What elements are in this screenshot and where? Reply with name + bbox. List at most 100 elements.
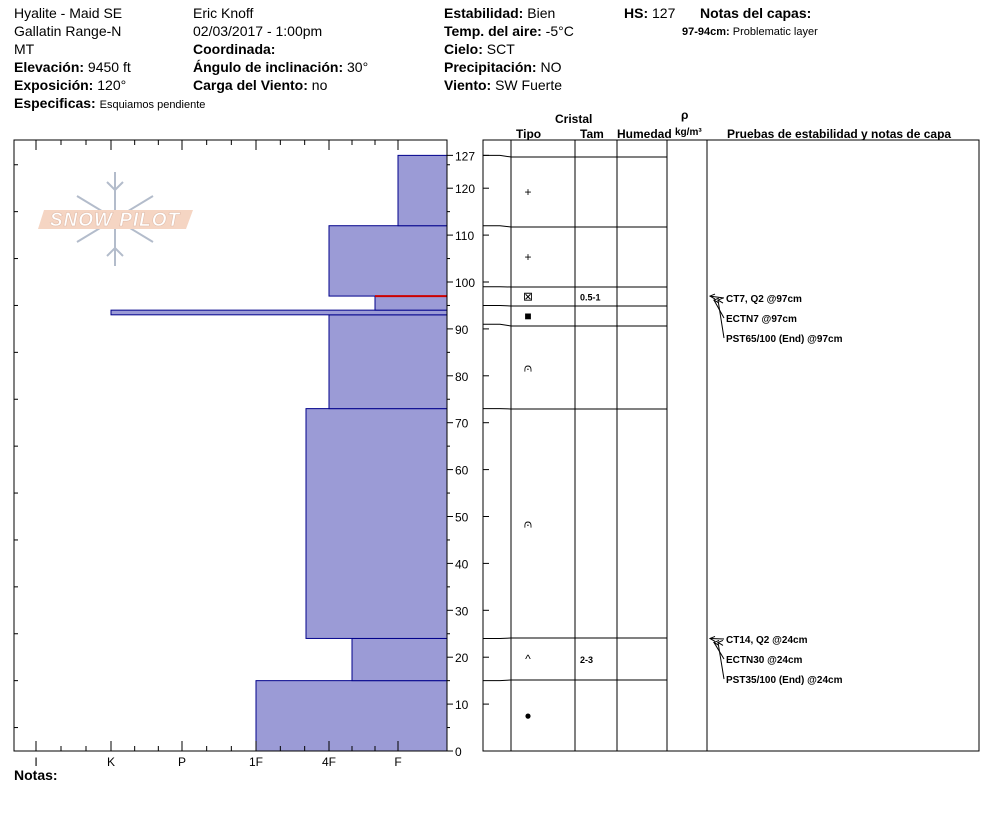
tests-header: Pruebas de estabilidad y notas de capa	[727, 127, 952, 141]
elevation-value: 9450 ft	[87, 59, 131, 75]
test-result: PST35/100 (End) @24cm	[726, 675, 843, 686]
hardness-bar	[397, 154, 448, 227]
density-unit: kg/m³	[675, 127, 702, 138]
depth-tick-label: 110	[455, 229, 474, 243]
depth-tick-label: 100	[455, 276, 475, 290]
test-pointer	[717, 642, 725, 680]
hardness-bar	[328, 314, 448, 410]
hardness-profile	[110, 154, 448, 752]
stability-row: Estabilidad: Bien	[444, 4, 555, 22]
depth-tick-label: 127	[455, 149, 475, 163]
precip-value: NO	[540, 59, 562, 75]
grain-type-symbol: +	[524, 250, 531, 264]
aspect-label: Exposición:	[14, 77, 94, 93]
hardness-bar	[328, 225, 448, 297]
hardness-bar	[351, 637, 448, 682]
wind-row: Viento: SW Fuerte	[444, 76, 562, 94]
test-pointer	[717, 299, 725, 339]
depth-tick-label: 120	[455, 182, 475, 196]
hardness-bar	[305, 408, 448, 639]
layer-notes-label: Notas del capas:	[700, 5, 812, 21]
layer-connector	[483, 323, 512, 327]
precip-row: Precipitación: NO	[444, 58, 561, 76]
test-pointer	[709, 637, 725, 640]
hs-value: 127	[652, 5, 676, 21]
layer-connector	[483, 304, 512, 307]
hardness-tick-label: F	[394, 755, 401, 769]
depth-tick-label: 50	[455, 511, 469, 525]
sky-label: Cielo:	[444, 41, 483, 57]
grain-type-symbol: ■	[524, 309, 531, 323]
air-temp-label: Temp. del aire:	[444, 23, 542, 39]
test-arrow-icon	[712, 297, 720, 304]
sky-row: Cielo: SCT	[444, 40, 515, 58]
crystal-header: Cristal	[555, 112, 593, 126]
hardness-bar	[255, 680, 448, 752]
range-name: Gallatin Range-N	[14, 23, 122, 39]
slope-row: Ángulo de inclinación: 30°	[193, 58, 368, 76]
hardness-tick-label: 1F	[249, 755, 263, 769]
layer-connector	[483, 154, 512, 158]
hardness-tick-label: P	[178, 755, 186, 769]
density-symbol: ρ	[681, 108, 689, 122]
depth-tick-label: 30	[455, 604, 469, 618]
hardness-tick-label: K	[107, 755, 115, 769]
observation-datetime: 02/03/2017 - 1:00pm	[193, 23, 323, 39]
depth-tick-label: 60	[455, 464, 469, 478]
specifics-row: Especificas: Esquiamos pendiente	[14, 94, 205, 114]
state-name: MT	[14, 41, 35, 57]
test-pointer	[709, 295, 725, 299]
grain-type-symbol: ⩀	[524, 361, 532, 375]
grain-type-symbol: +	[524, 185, 531, 199]
layer-note: 97-94cm: Problematic layer	[682, 23, 818, 41]
logo-text: SNOW PILOT	[50, 210, 181, 231]
test-result: CT14, Q2 @24cm	[726, 635, 808, 646]
air-temp-row: Temp. del aire: -5°C	[444, 22, 574, 40]
wind-label: Viento:	[444, 77, 492, 93]
hardness-frame	[13, 139, 448, 752]
slope-label: Ángulo de inclinación:	[193, 59, 344, 75]
elevation-label: Elevación:	[14, 59, 85, 75]
grain-type-symbol: ●	[524, 709, 531, 723]
depth-tick-label: 40	[455, 557, 469, 571]
layer-table: + + ⊠ 0.5-1 ■ ⩀ ⩀ ^ 2-3 ● CT7, Q2 @97cm ECTN7 @97cm…	[482, 139, 980, 752]
elevation-row: Elevación: 9450 ft	[14, 58, 131, 76]
air-temp-value: -5°C	[545, 23, 574, 39]
stability-value: Bien	[527, 5, 556, 21]
precip-label: Precipitación:	[444, 59, 537, 75]
grain-type-symbol: ⊠	[523, 290, 533, 304]
hardness-tick-label: I	[34, 755, 37, 769]
size-header: Tam	[580, 127, 604, 141]
stability-label: Estabilidad:	[444, 5, 524, 21]
aspect-value: 120°	[97, 77, 127, 93]
table-frame	[482, 139, 980, 752]
depth-tick-label: 70	[455, 417, 469, 431]
hardness-bar	[110, 309, 448, 316]
observer-name: Eric Knoff	[193, 5, 254, 21]
hardness-bar	[374, 295, 448, 311]
snowpilot-logo: SNOW PILOT	[38, 172, 193, 266]
location-name: Hyalite - Maid SE	[14, 5, 123, 21]
wind-load-label: Carga del Viento:	[193, 77, 308, 93]
moisture-header: Humedad	[617, 127, 672, 141]
test-result: CT7, Q2 @97cm	[726, 294, 802, 305]
wind-load-row: Carga del Viento: no	[193, 76, 327, 94]
depth-tick-label: 80	[455, 370, 469, 384]
specifics-value: Esquiamos pendiente	[99, 99, 206, 111]
sky-value: SCT	[486, 41, 515, 57]
depth-tick-label: 90	[455, 323, 469, 337]
wind-load-value: no	[311, 77, 328, 93]
wind-value: SW Fuerte	[495, 77, 562, 93]
layer-connector	[483, 225, 512, 228]
aspect-row: Exposición: 120°	[14, 76, 126, 94]
grain-type-symbol: ^	[525, 652, 531, 666]
grain-size: 2-3	[580, 655, 593, 665]
test-result: PST65/100 (End) @97cm	[726, 334, 843, 345]
layer-connector	[483, 679, 512, 682]
depth-tick-label: 10	[455, 698, 469, 712]
grain-type-symbol: ⩀	[524, 517, 532, 531]
test-arrow-icon	[708, 635, 716, 642]
coordinate-label: Coordinada:	[193, 41, 276, 57]
type-header: Tipo	[516, 127, 542, 141]
